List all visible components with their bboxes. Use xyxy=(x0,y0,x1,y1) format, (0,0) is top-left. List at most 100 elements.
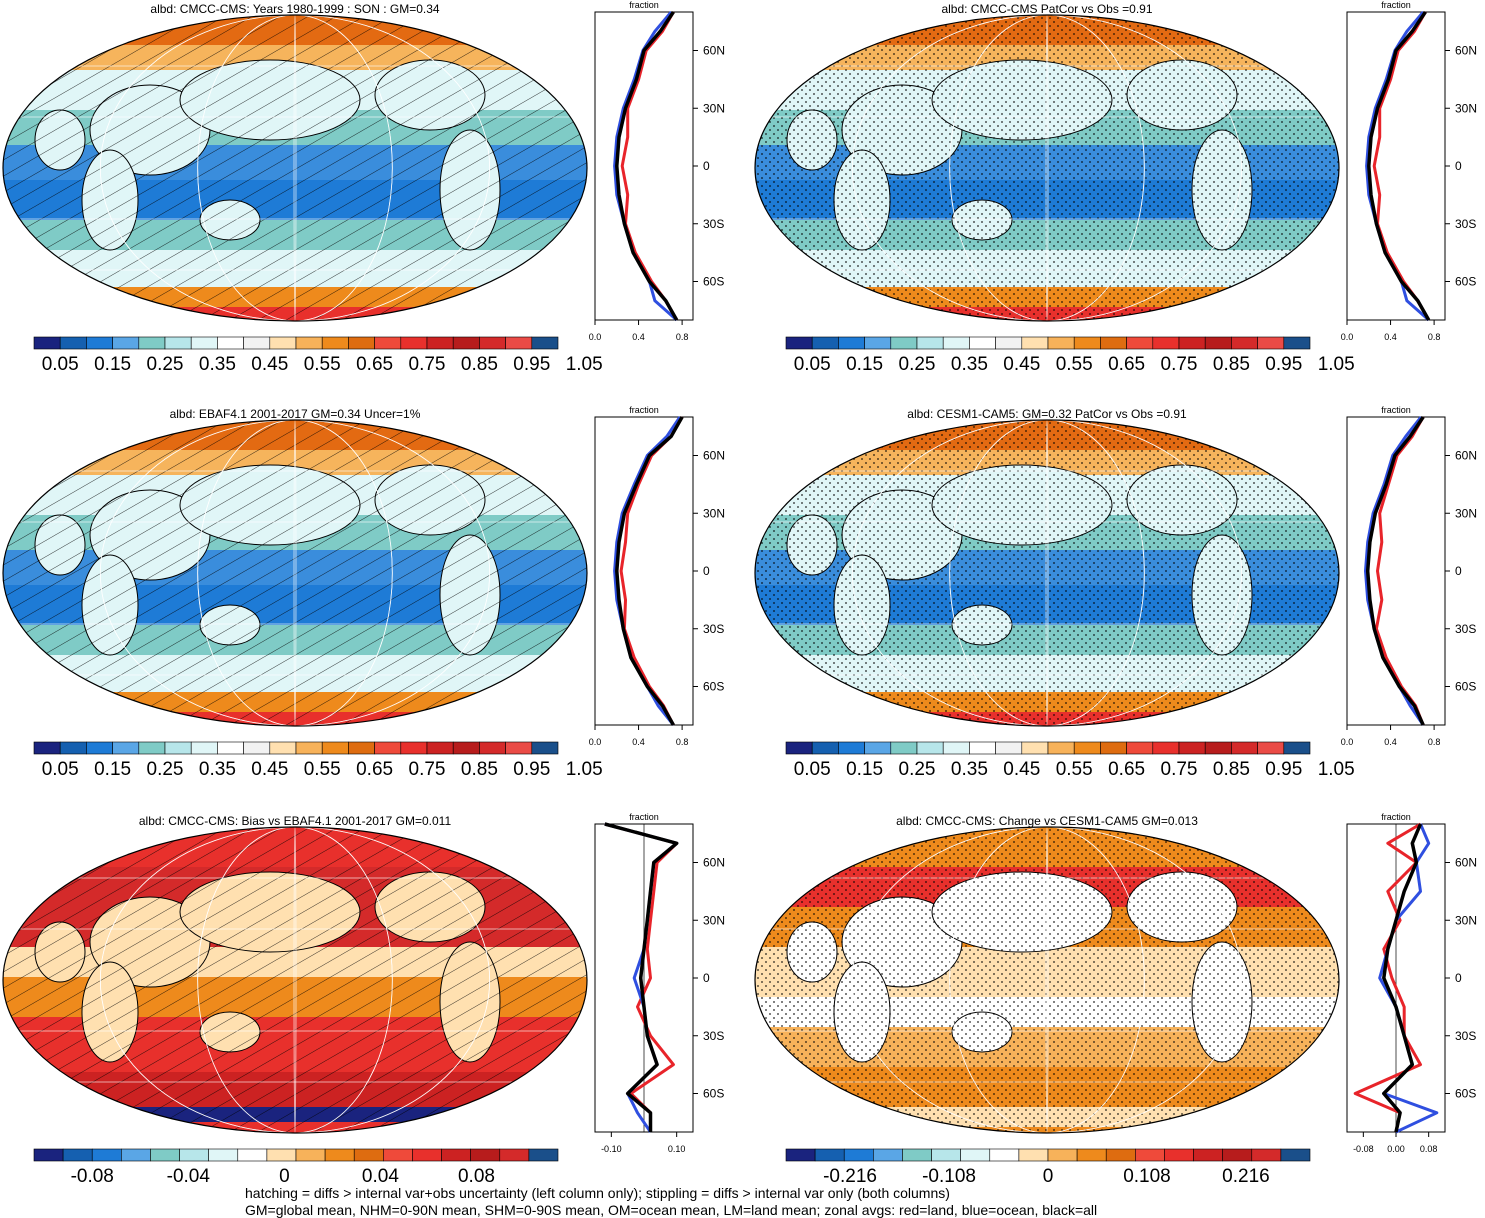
colorbar-label: 0.25 xyxy=(899,759,936,780)
hatching-overlay xyxy=(3,827,587,1133)
zonal-xtick-label: 0.0 xyxy=(589,737,602,747)
zonal-series-all xyxy=(604,822,679,1132)
zonal-series-land xyxy=(1353,822,1422,1133)
colorbar-swatch xyxy=(266,1148,297,1162)
colorbar-swatch xyxy=(1231,741,1258,755)
colorbar-swatch xyxy=(112,336,140,350)
colorbar-swatch xyxy=(942,336,970,350)
zonal-series-all xyxy=(1365,416,1425,726)
zonal-series-land xyxy=(1374,416,1425,726)
graticule-meridian xyxy=(851,15,1243,321)
colorbar-swatch xyxy=(33,1148,64,1162)
colorbar-swatch xyxy=(969,336,996,350)
colorbar-label: 0.95 xyxy=(1265,354,1302,375)
colorbar-swatch xyxy=(1076,1148,1107,1162)
colorbar-swatch xyxy=(295,1148,326,1162)
zonal-axis-title: fraction xyxy=(1381,405,1411,415)
colorbar-label: 0.05 xyxy=(42,759,79,780)
lat-label: 60S xyxy=(703,1087,724,1101)
colorbar-swatch xyxy=(995,336,1023,350)
colorbar-label: 0.108 xyxy=(1123,1166,1171,1187)
graticule-meridian xyxy=(851,420,1243,726)
graticule-meridian xyxy=(1045,15,1049,321)
map-outline xyxy=(2,419,588,727)
colorbar-swatch xyxy=(1100,741,1127,755)
colorbar-swatch xyxy=(1047,1148,1078,1162)
colorbar-swatch xyxy=(269,741,297,755)
graticule-meridian xyxy=(99,15,491,321)
colorbar-swatch xyxy=(412,1148,442,1162)
colorbar-swatch xyxy=(1257,741,1285,755)
zonal-series-land xyxy=(604,822,679,1132)
map-field xyxy=(3,420,587,726)
map-outline xyxy=(754,419,1340,727)
colorbar-swatch xyxy=(873,1148,903,1162)
colorbar-swatch xyxy=(441,1148,471,1162)
colorbar-label: 0.75 xyxy=(1161,759,1198,780)
colorbar-swatch xyxy=(479,741,506,755)
colorbar-label: 0.75 xyxy=(409,759,446,780)
colorbar-label: 0.85 xyxy=(461,759,498,780)
panel-2: albd: CMCC-CMS PatCor vs Obs =0.91 0.05 0.… xyxy=(752,0,1485,400)
map-outline xyxy=(754,14,1340,322)
colorbar-swatch xyxy=(1178,336,1206,350)
colorbar-swatch xyxy=(785,1148,816,1162)
colorbar-swatch xyxy=(1283,741,1311,755)
zonal-xtick-label: 0.4 xyxy=(1384,332,1397,342)
graticule-meridian xyxy=(197,420,393,726)
colorbar-label: 0.35 xyxy=(951,354,988,375)
map-field xyxy=(755,827,1339,1133)
lat-label: 0 xyxy=(703,564,710,578)
colorbar-label: 0.95 xyxy=(1265,759,1302,780)
colorbar-swatch xyxy=(269,336,297,350)
colorbar-swatch xyxy=(1251,1148,1282,1162)
colorbar-swatch xyxy=(1135,1148,1165,1162)
colorbar-swatch xyxy=(838,741,865,755)
colorbar-swatch xyxy=(33,741,61,755)
lat-label: 60S xyxy=(703,680,724,694)
map-figure: -0.216 -0.108 0 0.108 0.216 fraction -0.08 0.00… xyxy=(754,812,1477,1187)
lat-label: 60N xyxy=(703,44,725,58)
colorbar-label: 0.55 xyxy=(304,759,341,780)
colorbar-swatch xyxy=(1280,1148,1311,1162)
colorbar-label: 0.65 xyxy=(1108,759,1145,780)
lat-label: 30N xyxy=(1455,506,1477,520)
map-figure: 0.05 0.15 0.25 0.35 0.45 0.55 0.65 0.75 0.85 0.95… xyxy=(2,0,725,375)
colorbar-swatch xyxy=(383,1148,413,1162)
graticule-meridian xyxy=(99,420,491,726)
zonal-xtick-label: 0.4 xyxy=(632,332,645,342)
colorbar-label: 0.08 xyxy=(458,1166,495,1187)
panel-title: albd: CMCC-CMS: Change vs CESM1-CAM5 GM=… xyxy=(896,814,1198,828)
lat-label: 30N xyxy=(1455,913,1477,927)
zonal-xtick-label: 0.8 xyxy=(1428,332,1441,342)
colorbar-label: 0.85 xyxy=(1213,759,1250,780)
colorbar-swatch xyxy=(1073,741,1101,755)
colorbar-swatch xyxy=(499,1148,530,1162)
colorbar-swatch xyxy=(960,1148,991,1162)
colorbar-swatch xyxy=(150,1148,180,1162)
colorbar-swatch xyxy=(91,1148,122,1162)
colorbar-swatch xyxy=(321,741,349,755)
stippling-overlay xyxy=(755,827,1339,1133)
colorbar-swatch xyxy=(864,741,892,755)
colorbar-swatch xyxy=(1193,1148,1223,1162)
zonal-xtick-label: 0.0 xyxy=(1341,332,1354,342)
colorbar-label: 0.15 xyxy=(846,759,883,780)
lat-label: 30S xyxy=(703,1029,724,1043)
zonal-axis-title: fraction xyxy=(629,405,659,415)
colorbar-swatch xyxy=(217,741,244,755)
colorbar-swatch xyxy=(179,1148,209,1162)
colorbar-swatch xyxy=(33,336,61,350)
colorbar-label: 0.05 xyxy=(794,354,831,375)
colorbar-swatch xyxy=(86,741,113,755)
zonal-series-land xyxy=(620,11,679,321)
colorbar-swatch xyxy=(1164,1148,1194,1162)
colorbar-label: 0.15 xyxy=(94,759,131,780)
colorbar-swatch xyxy=(321,336,349,350)
colorbar-swatch xyxy=(531,741,559,755)
colorbar-swatch xyxy=(890,741,918,755)
colorbar-label: 0.55 xyxy=(304,354,341,375)
lat-label: 30S xyxy=(1455,622,1476,636)
colorbar-swatch xyxy=(528,1148,559,1162)
colorbar-swatch xyxy=(426,741,454,755)
